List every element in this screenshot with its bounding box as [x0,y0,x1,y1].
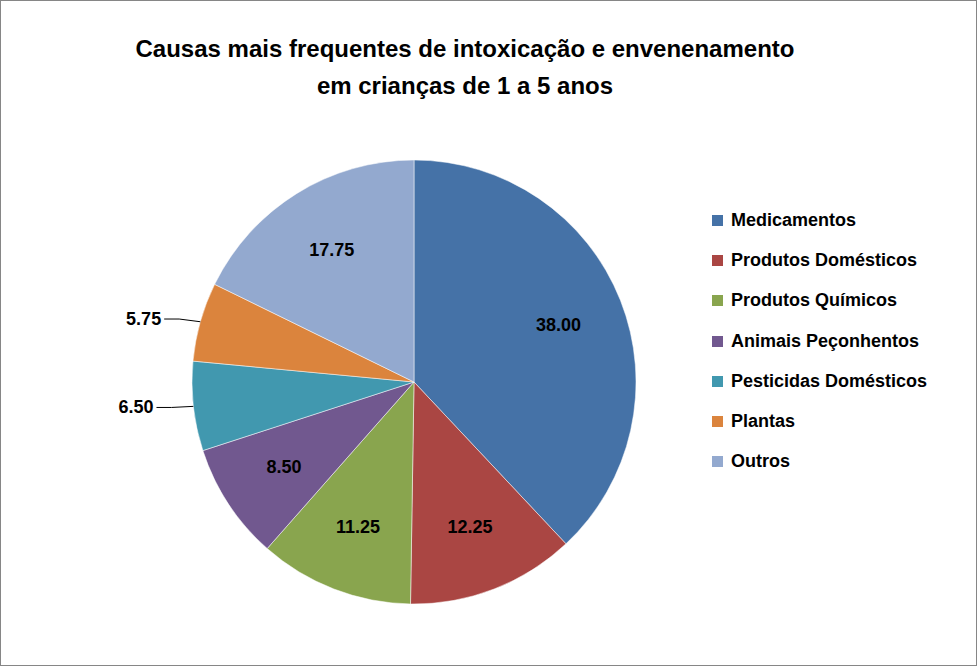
html-text:Produtos Químicos: Produtos Químicos [731,290,897,311]
svg-text:8.50: 8.50 [267,457,302,477]
svg-text:38.00: 38.00 [536,315,581,335]
svg-text:11.25: 11.25 [336,517,380,537]
html-text:Animais Peçonhentos: Animais Peçonhentos [731,330,919,351]
html-text:Causas mais frequentes de into: Causas mais frequentes de intoxicação e … [135,35,795,99]
html-text:Produtos Domésticos: Produtos Domésticos [731,249,917,270]
svg-text:17.75: 17.75 [309,240,354,260]
svg-text:6.50: 6.50 [118,397,153,417]
html-text:Medicamentos: Medicamentos [731,209,856,230]
html-text:Outros: Outros [731,451,790,472]
svg-text:5.75: 5.75 [126,309,161,329]
html-text:Pesticidas Domésticos: Pesticidas Domésticos [731,370,928,391]
html-text:Plantas: Plantas [731,411,795,432]
svg-text:12.25: 12.25 [448,517,493,537]
